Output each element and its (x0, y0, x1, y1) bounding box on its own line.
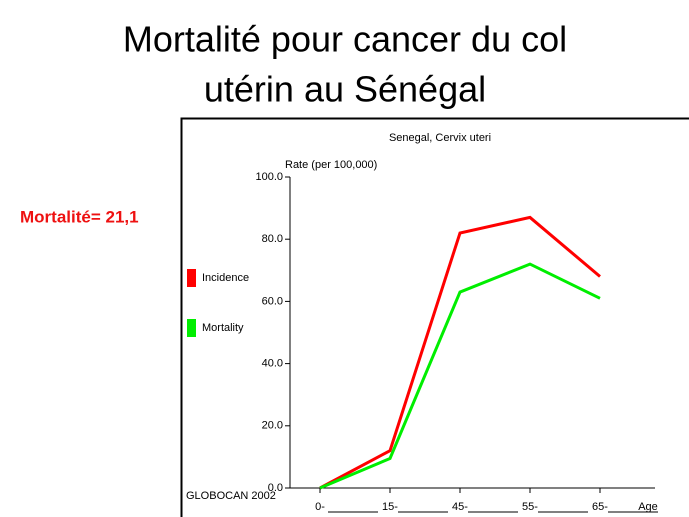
y-tick-label: 60.0 (262, 295, 283, 307)
legend-label: Mortality (202, 322, 244, 334)
source: GLOBOCAN 2002 (186, 490, 276, 502)
legend-label: Incidence (202, 272, 249, 284)
y-tick-label: 100.0 (255, 171, 283, 183)
slide-title: utérin au Sénégal (204, 69, 486, 110)
series-line (319, 215, 601, 490)
y-axis-label: Rate (per 100,000) (285, 159, 377, 171)
legend-swatch (187, 319, 196, 337)
x-tick-label: 55- (522, 501, 538, 513)
y-tick-label: 0.0 (268, 482, 283, 494)
x-tick-label: 15- (382, 501, 398, 513)
y-tick-label: 20.0 (262, 420, 283, 432)
chart-frame (180, 117, 689, 517)
x-tick-label: 45- (452, 501, 468, 513)
x-axis-label: Age (638, 501, 658, 513)
x-tick-label: 0- (315, 501, 325, 513)
y-tick-label: 80.0 (262, 233, 283, 245)
legend-swatch (187, 269, 196, 287)
series-line (319, 262, 601, 490)
chart-title: Senegal, Cervix uteri (389, 132, 491, 144)
slide-title: Mortalité pour cancer du col (123, 19, 567, 60)
x-tick-label: 65- (592, 501, 608, 513)
annotation: Mortalité= 21,1 (20, 207, 139, 226)
y-tick-label: 40.0 (262, 358, 283, 370)
